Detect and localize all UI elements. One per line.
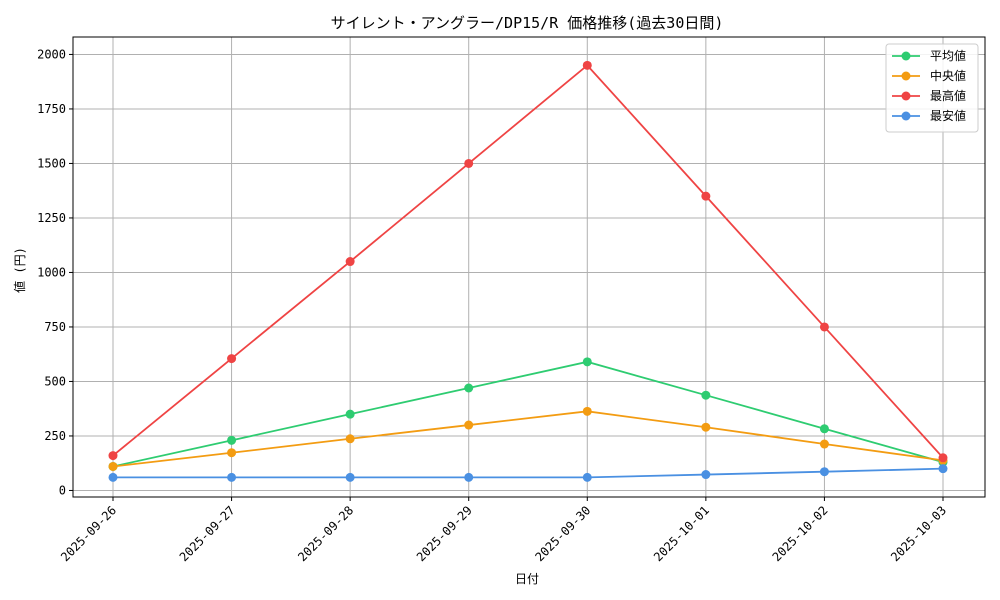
data-point <box>227 354 237 364</box>
legend-label: 平均値 <box>930 48 966 63</box>
data-point <box>464 383 474 393</box>
series-line <box>112 410 944 468</box>
legend-item: 中央値 <box>892 68 966 83</box>
data-point <box>227 448 237 458</box>
x-tick-label: 2025-09-27 <box>177 503 238 564</box>
legend-box <box>885 43 979 133</box>
y-tick-label: 2000 <box>37 47 66 61</box>
axes: 2025-09-26 2025-09-27 2025-09-28 2025-09-29… <box>37 47 949 564</box>
x-tick-label: 2025-09-30 <box>532 503 593 564</box>
grid <box>73 37 985 497</box>
data-point <box>582 357 592 367</box>
x-axis-label: 日付 <box>515 572 539 586</box>
data-point <box>701 390 711 400</box>
y-tick-label: 250 <box>44 429 66 443</box>
data-point <box>582 60 592 70</box>
series-line <box>113 467 944 479</box>
legend-marker <box>901 91 911 101</box>
legend-marker <box>901 71 911 81</box>
data-point <box>701 422 711 432</box>
x-tick-label: 2025-10-01 <box>651 503 712 564</box>
data-point <box>345 257 355 267</box>
data-point <box>108 472 118 482</box>
y-tick-label: 1750 <box>37 102 66 116</box>
legend-label: 中央値 <box>930 68 966 83</box>
data-point <box>938 464 948 474</box>
data-point <box>819 322 829 332</box>
series-line <box>112 360 944 468</box>
data-point <box>819 467 829 477</box>
data-point <box>701 470 711 480</box>
y-tick-label: 1000 <box>37 265 66 279</box>
x-tick-label: 2025-10-02 <box>770 503 831 564</box>
legend-marker <box>901 51 911 61</box>
series-3 <box>108 464 948 482</box>
legend-item: 最安値 <box>892 108 966 123</box>
plot-area <box>72 36 986 498</box>
y-tick-label: 750 <box>44 320 66 334</box>
x-tick-label: 2025-09-26 <box>58 503 119 564</box>
data-point <box>464 472 474 482</box>
y-tick-label: 500 <box>44 374 66 388</box>
data-point <box>227 435 237 445</box>
data-point <box>819 439 829 449</box>
x-tick-label: 2025-10-03 <box>888 503 949 564</box>
x-tick-label: 2025-09-28 <box>295 503 356 564</box>
data-point <box>345 434 355 444</box>
data-point <box>345 472 355 482</box>
legend-item: 平均値 <box>892 48 966 63</box>
data-point <box>108 461 118 471</box>
data-point <box>819 424 829 434</box>
y-tick-label: 1250 <box>37 211 66 225</box>
series-line <box>112 64 944 459</box>
data-point <box>701 191 711 201</box>
data-point <box>345 409 355 419</box>
chart-title: サイレント・アングラー/DP15/R 価格推移(過去30日間) <box>331 14 724 32</box>
data-point <box>108 451 118 461</box>
data-point <box>582 472 592 482</box>
data-point <box>464 420 474 430</box>
series-layer <box>108 60 948 482</box>
y-axis-label: 値 (円) <box>12 247 27 293</box>
legend-label: 最安値 <box>930 108 966 123</box>
legend-marker <box>901 111 911 121</box>
data-point <box>582 406 592 416</box>
legend-item: 最高値 <box>892 88 966 103</box>
legend-label: 最高値 <box>930 88 966 103</box>
y-tick-label: 0 <box>59 483 66 497</box>
data-point <box>227 472 237 482</box>
y-tick-label: 1500 <box>37 156 66 170</box>
data-point <box>938 453 948 463</box>
series-2 <box>108 60 948 463</box>
x-tick-label: 2025-09-29 <box>414 503 475 564</box>
data-point <box>464 158 474 168</box>
